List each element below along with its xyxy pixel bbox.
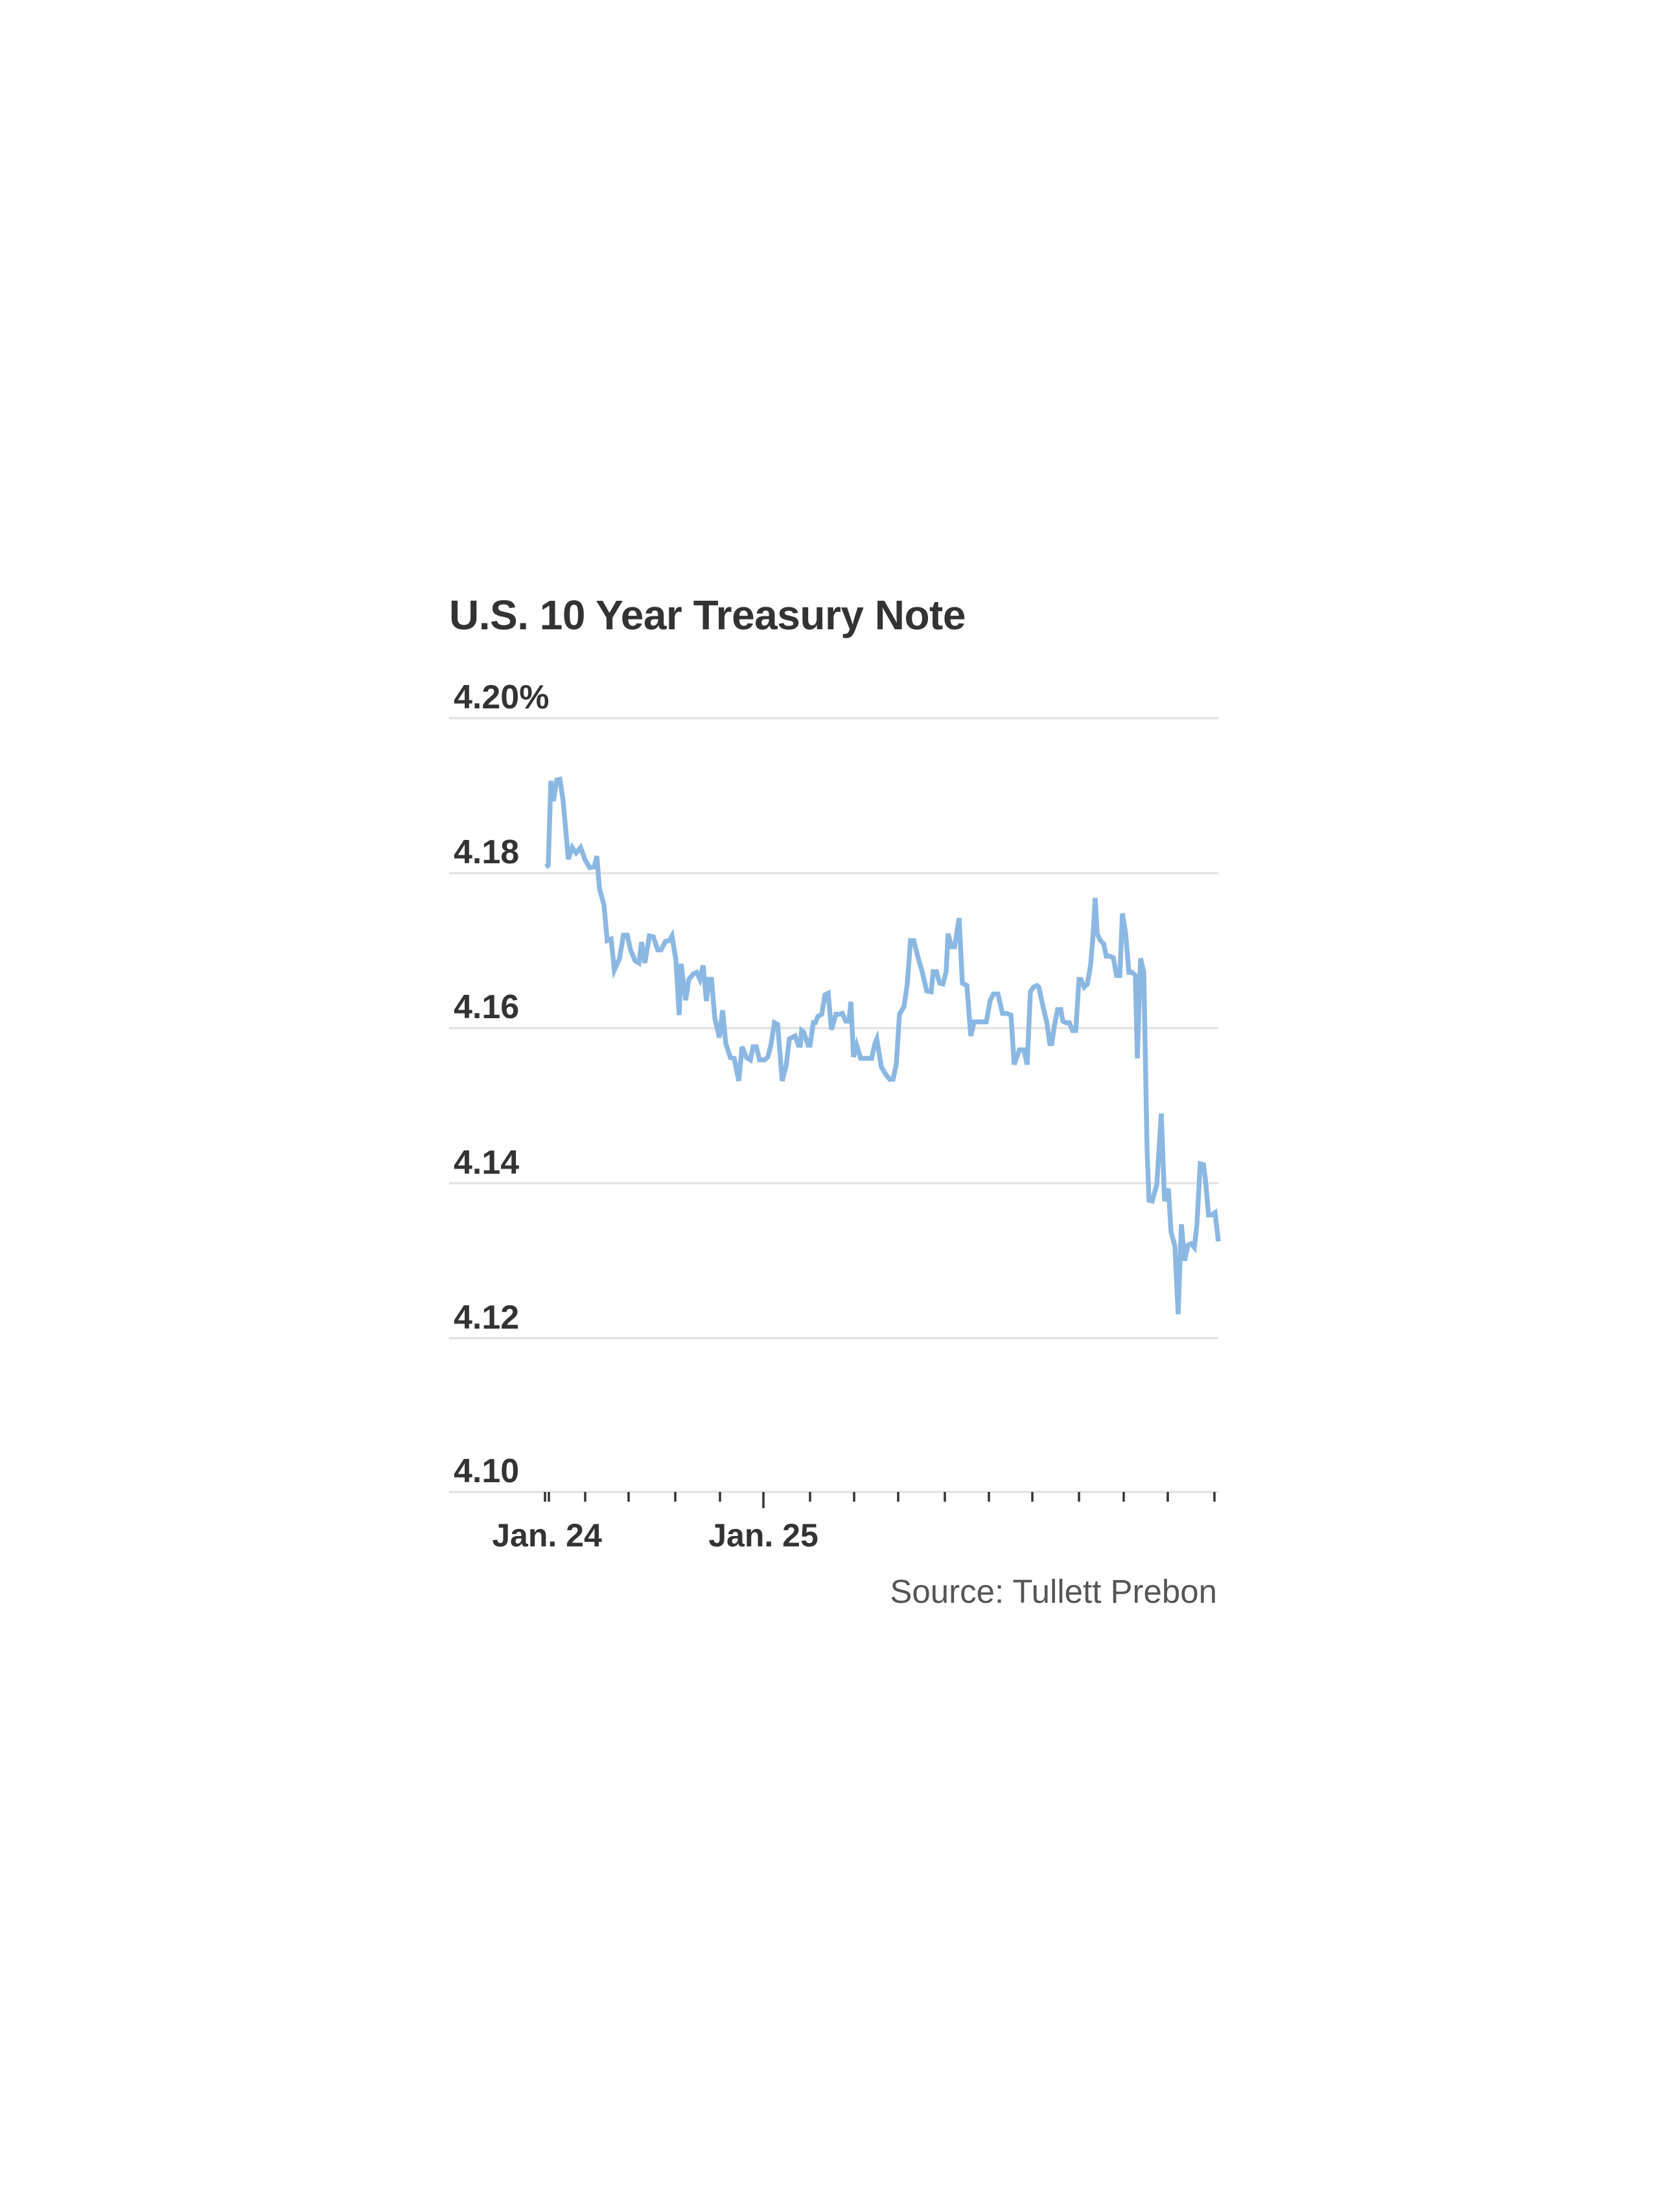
y-tick-label: 4.20%: [454, 679, 550, 716]
y-tick-label: 4.16: [454, 988, 520, 1027]
source-note: Source: Tullett Prebon: [890, 1573, 1217, 1610]
y-tick-label: 4.18: [454, 833, 520, 872]
x-axis: [544, 1492, 1216, 1508]
yield-line: [544, 776, 1221, 1314]
x-tick-label: Jan. 24: [492, 1517, 602, 1554]
y-tick-label: 4.14: [454, 1143, 520, 1182]
chart-title: U.S. 10 Year Treasury Note: [449, 592, 966, 638]
x-tick-label: Jan. 25: [708, 1517, 818, 1554]
y-tick-label: 4.12: [454, 1298, 520, 1336]
y-tick-label: 4.10: [454, 1452, 520, 1490]
